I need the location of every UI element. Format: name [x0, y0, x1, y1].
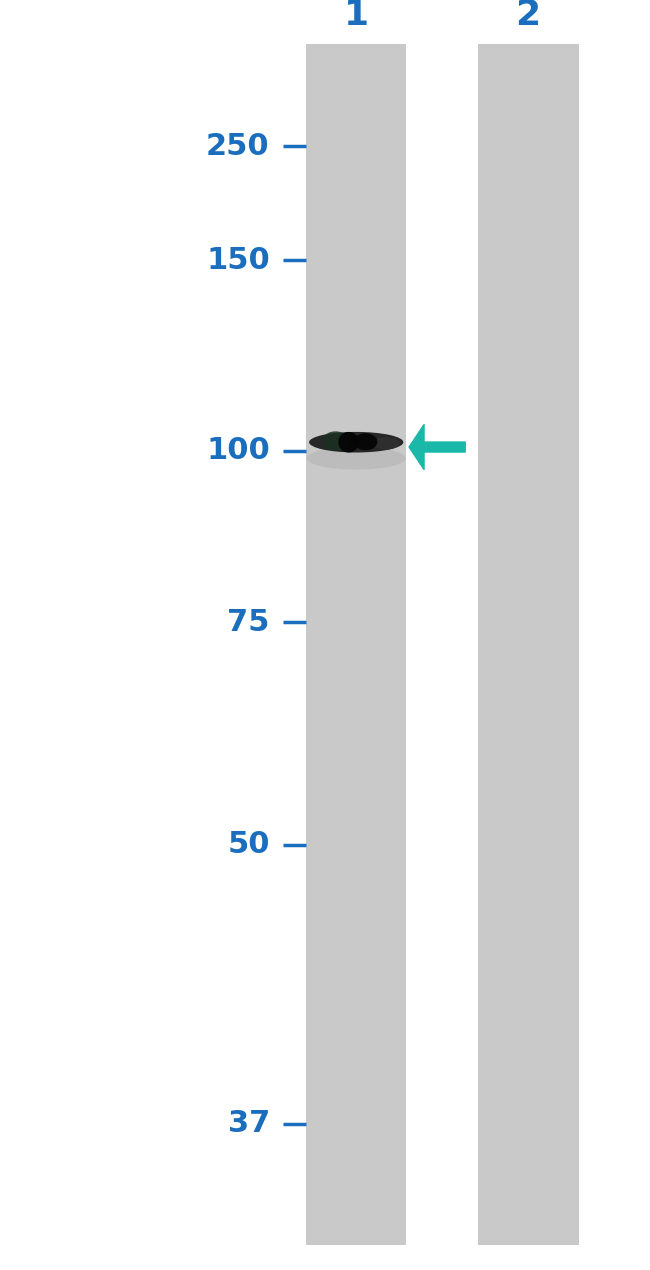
- Bar: [478, 44, 578, 1245]
- Ellipse shape: [307, 447, 406, 470]
- Ellipse shape: [354, 433, 378, 451]
- Text: 50: 50: [227, 831, 270, 859]
- Ellipse shape: [373, 437, 400, 450]
- Ellipse shape: [322, 432, 348, 451]
- Text: 2: 2: [515, 0, 540, 32]
- Ellipse shape: [338, 432, 359, 452]
- Text: 250: 250: [206, 132, 270, 160]
- Text: 75: 75: [227, 608, 270, 636]
- Text: 150: 150: [206, 246, 270, 274]
- Text: 100: 100: [206, 437, 270, 465]
- Ellipse shape: [309, 432, 403, 452]
- Text: 37: 37: [227, 1110, 270, 1138]
- Bar: [306, 44, 406, 1245]
- Text: 1: 1: [344, 0, 369, 32]
